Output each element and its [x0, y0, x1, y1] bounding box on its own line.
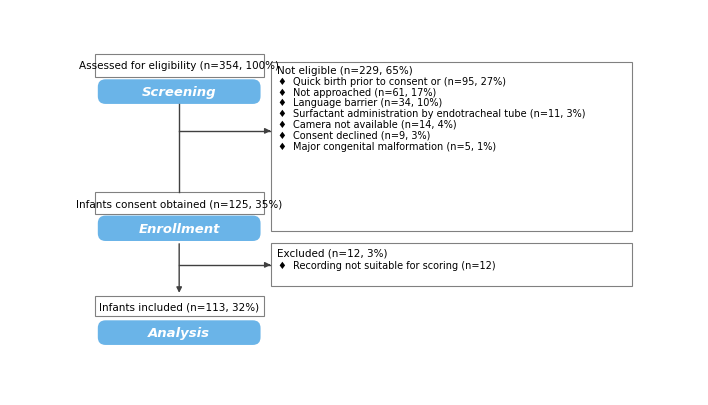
- Text: ♦  Camera not available (n=14, 4%): ♦ Camera not available (n=14, 4%): [278, 119, 457, 130]
- FancyBboxPatch shape: [98, 80, 261, 104]
- FancyBboxPatch shape: [270, 62, 632, 231]
- FancyBboxPatch shape: [270, 244, 632, 287]
- Text: ♦  Quick birth prior to consent or (n=95, 27%): ♦ Quick birth prior to consent or (n=95,…: [278, 77, 506, 87]
- FancyBboxPatch shape: [95, 55, 263, 78]
- FancyBboxPatch shape: [98, 320, 261, 345]
- Text: Analysis: Analysis: [148, 326, 210, 339]
- FancyBboxPatch shape: [95, 193, 263, 215]
- Text: Enrollment: Enrollment: [139, 222, 220, 235]
- Text: Excluded (n=12, 3%): Excluded (n=12, 3%): [277, 248, 387, 258]
- Text: ♦  Recording not suitable for scoring (n=12): ♦ Recording not suitable for scoring (n=…: [278, 260, 496, 270]
- Text: Assessed for eligibility (n=354, 100%): Assessed for eligibility (n=354, 100%): [79, 61, 279, 71]
- Text: ♦  Language barrier (n=34, 10%): ♦ Language barrier (n=34, 10%): [278, 98, 442, 108]
- Text: ♦  Consent declined (n=9, 3%): ♦ Consent declined (n=9, 3%): [278, 130, 430, 141]
- Text: Infants included (n=113, 32%): Infants included (n=113, 32%): [99, 302, 259, 312]
- FancyBboxPatch shape: [98, 216, 261, 241]
- Text: ♦  Major congenital malformation (n=5, 1%): ♦ Major congenital malformation (n=5, 1%…: [278, 141, 496, 151]
- Text: Screening: Screening: [142, 86, 217, 99]
- Text: ♦  Surfactant administration by endotracheal tube (n=11, 3%): ♦ Surfactant administration by endotrach…: [278, 109, 586, 119]
- Text: ♦  Not approached (n=61, 17%): ♦ Not approached (n=61, 17%): [278, 87, 437, 97]
- FancyBboxPatch shape: [95, 297, 263, 317]
- Text: Infants consent obtained (n=125, 35%): Infants consent obtained (n=125, 35%): [76, 199, 282, 209]
- Text: Not eligible (n=229, 65%): Not eligible (n=229, 65%): [277, 66, 413, 76]
